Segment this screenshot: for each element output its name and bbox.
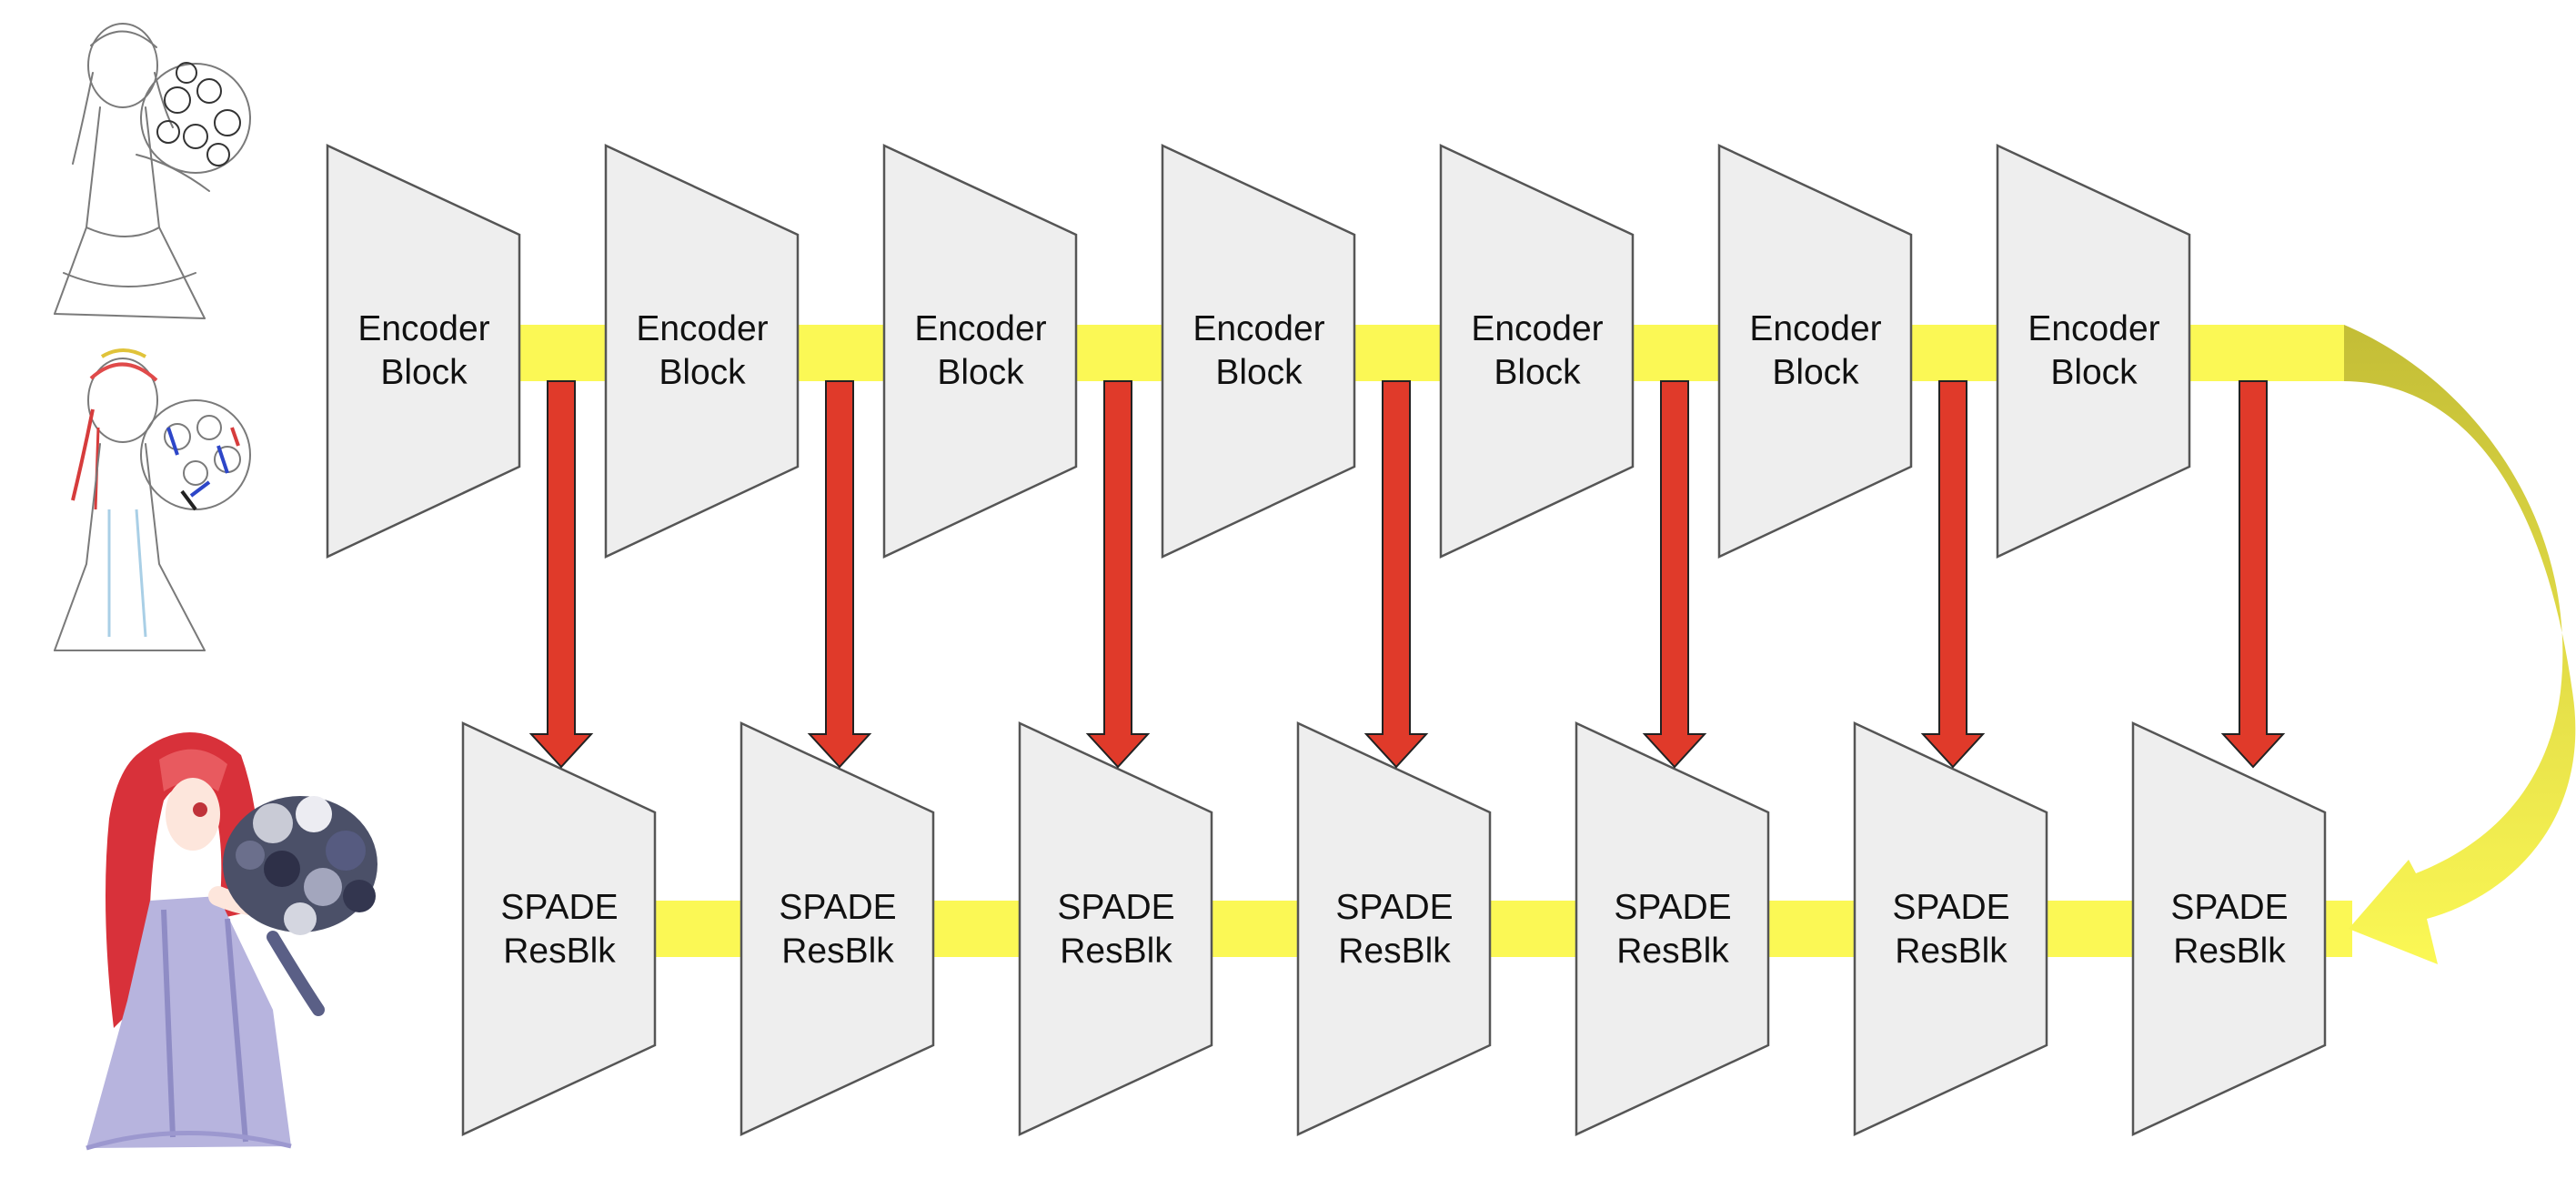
encoder-block: Encoder Block	[1996, 144, 2191, 559]
skip-arrow	[1085, 380, 1151, 769]
spade-label-2: ResBlk	[1895, 932, 2007, 971]
encoder-block-label-2: Block	[2050, 353, 2138, 392]
spade-label-1: SPADE	[2170, 888, 2288, 927]
skip-arrow	[2220, 380, 2286, 769]
spade-resblk: SPADE ResBlk	[2131, 721, 2327, 1136]
spade-label-2: ResBlk	[1616, 932, 1729, 971]
spade-label-2: ResBlk	[2173, 932, 2286, 971]
encoder-block: Encoder Block	[326, 144, 521, 559]
encoder-block: Encoder Block	[882, 144, 1078, 559]
skip-connection-arrows	[528, 380, 2286, 769]
encoder-block: Encoder Block	[1439, 144, 1635, 559]
decoder-row: SPADE ResBlk SPADE ResBlk SPADE ResBlk S…	[461, 721, 2327, 1136]
spade-resblk: SPADE ResBlk	[740, 721, 935, 1136]
spade-label-1: SPADE	[779, 888, 896, 927]
encoder-block: Encoder Block	[1717, 144, 1913, 559]
spade-label-1: SPADE	[1335, 888, 1453, 927]
spade-label-2: ResBlk	[1338, 932, 1451, 971]
encoder-block-label-1: Encoder	[914, 309, 1046, 348]
spade-label-1: SPADE	[1057, 888, 1174, 927]
bottleneck-curve-arrow	[2344, 325, 2576, 964]
output-image	[55, 719, 418, 1155]
encoder-block-label-1: Encoder	[1749, 309, 1881, 348]
encoder-block-label-2: Block	[1215, 353, 1303, 392]
spade-resblk: SPADE ResBlk	[1296, 721, 1492, 1136]
encoder-block-label-1: Encoder	[2028, 309, 2159, 348]
skip-arrow	[1920, 380, 1986, 769]
encoder-block-label-1: Encoder	[357, 309, 489, 348]
spade-label-2: ResBlk	[781, 932, 894, 971]
skip-arrow	[1363, 380, 1429, 769]
spade-label-2: ResBlk	[503, 932, 616, 971]
input-hint-image	[36, 341, 282, 655]
encoder-block-label-1: Encoder	[636, 309, 768, 348]
spade-resblk: SPADE ResBlk	[1853, 721, 2048, 1136]
skip-arrow	[1642, 380, 1707, 769]
spade-label-2: ResBlk	[1060, 932, 1172, 971]
spade-label-1: SPADE	[1892, 888, 2009, 927]
encoder-block-label-1: Encoder	[1471, 309, 1603, 348]
spade-resblk: SPADE ResBlk	[1575, 721, 1770, 1136]
encoder-block: Encoder Block	[604, 144, 800, 559]
encoder-block: Encoder Block	[1161, 144, 1356, 559]
encoder-block-label-2: Block	[380, 353, 468, 392]
spade-label-1: SPADE	[500, 888, 618, 927]
decoder-flow-bars	[655, 901, 2352, 957]
encoder-row: Encoder Block Encoder Block Encoder Bloc…	[326, 144, 2191, 559]
encoder-block-label-2: Block	[1772, 353, 1859, 392]
spade-resblk: SPADE ResBlk	[1018, 721, 1213, 1136]
encoder-block-label-2: Block	[937, 353, 1024, 392]
skip-arrow	[528, 380, 594, 769]
encoder-block-label-1: Encoder	[1192, 309, 1324, 348]
skip-arrow	[807, 380, 872, 769]
encoder-block-label-2: Block	[659, 353, 746, 392]
encoder-block-label-2: Block	[1494, 353, 1581, 392]
input-sketch-image	[36, 14, 282, 332]
spade-label-1: SPADE	[1614, 888, 1731, 927]
encoder-flow-bars	[519, 325, 2344, 381]
spade-resblk: SPADE ResBlk	[461, 721, 657, 1136]
